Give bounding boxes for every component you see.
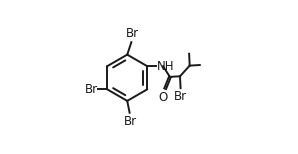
Text: O: O [159, 91, 168, 104]
Text: Br: Br [125, 27, 139, 40]
Text: Br: Br [124, 115, 137, 128]
Text: NH: NH [156, 60, 174, 73]
Text: Br: Br [85, 83, 98, 96]
Text: Br: Br [174, 90, 187, 103]
